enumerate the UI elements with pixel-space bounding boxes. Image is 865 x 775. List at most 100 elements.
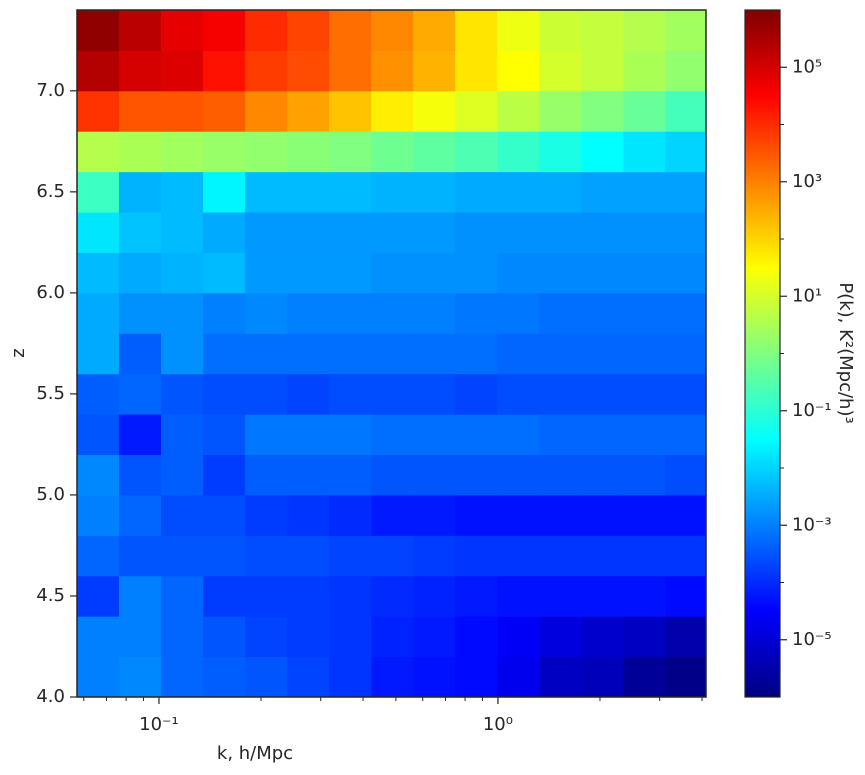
heatmap-cell: [623, 50, 666, 92]
heatmap-cell: [497, 333, 540, 375]
heatmap-cell: [287, 333, 330, 375]
heatmap-cell: [413, 575, 456, 617]
y-tick-label: 4.0: [36, 686, 65, 707]
heatmap-cell: [455, 414, 498, 456]
heatmap-cell: [413, 494, 456, 536]
y-tick-label: 6.5: [36, 181, 65, 202]
heatmap-cell: [665, 373, 707, 415]
heatmap-cell: [581, 252, 624, 294]
heatmap-cell: [245, 171, 288, 213]
heatmap-cell: [371, 535, 414, 577]
heatmap-cell: [497, 575, 540, 617]
heatmap-cell: [77, 454, 120, 496]
heatmap-cell: [203, 10, 246, 51]
heatmap-cell: [329, 252, 372, 294]
heatmap-cell: [413, 131, 456, 173]
heatmap-cell: [413, 414, 456, 456]
heatmap-cell: [665, 131, 707, 173]
heatmap-cell: [203, 171, 246, 213]
heatmap-cell: [581, 50, 624, 92]
heatmap-cell: [497, 656, 540, 698]
heatmap-cell: [581, 90, 624, 132]
heatmap-cell: [665, 252, 707, 294]
heatmap-cell: [203, 535, 246, 577]
heatmap-cell: [665, 656, 707, 698]
heatmap-cell: [203, 656, 246, 698]
heatmap-cell: [287, 575, 330, 617]
heatmap-cell: [118, 252, 162, 294]
heatmap-cell: [77, 131, 120, 173]
heatmap-cell: [245, 535, 288, 577]
heatmap-cell: [455, 494, 498, 536]
heatmap-cell: [118, 656, 162, 698]
heatmap-cell: [118, 50, 162, 92]
heatmap-cell: [245, 292, 288, 334]
heatmap-cell: [497, 373, 540, 415]
heatmap-cell: [539, 292, 582, 334]
heatmap-cell: [161, 575, 204, 617]
heatmap-cell: [245, 575, 288, 617]
heatmap-cell: [77, 212, 120, 253]
heatmap-cell: [161, 333, 204, 375]
x-axis-label: k, h/Mpc: [217, 743, 293, 764]
heatmap-cell: [245, 50, 288, 92]
heatmap-cell: [539, 373, 582, 415]
heatmap-cell: [329, 616, 372, 658]
heatmap-cell: [455, 333, 498, 375]
heatmap-cell: [623, 656, 666, 698]
heatmap-cell: [245, 373, 288, 415]
y-tick-label: 4.5: [36, 585, 65, 606]
heatmap-cell: [455, 292, 498, 334]
heatmap-cell: [118, 535, 162, 577]
heatmap-cell: [118, 616, 162, 658]
heatmap-cell: [455, 616, 498, 658]
heatmap-cell: [665, 333, 707, 375]
heatmap-cell: [581, 414, 624, 456]
heatmap-cell: [497, 90, 540, 132]
heatmap-cell: [203, 212, 246, 253]
heatmap-cell: [665, 414, 707, 456]
colorbar: [744, 9, 781, 698]
heatmap-cell: [497, 171, 540, 213]
heatmap-cell: [413, 90, 456, 132]
heatmap-cell: [329, 535, 372, 577]
x-tick-label: 10⁻¹: [139, 714, 179, 735]
colorbar-tick-label: 10⁵: [792, 56, 822, 77]
heatmap-cell: [161, 50, 204, 92]
colorbar-label: P(k), K²(Mpc/h)³: [835, 282, 856, 423]
heatmap-cell: [287, 10, 330, 51]
heatmap-cell: [413, 656, 456, 698]
heatmap-cell: [665, 90, 707, 132]
heatmap-cell: [161, 212, 204, 253]
heatmap-cell: [77, 50, 120, 92]
heatmap-cell: [287, 535, 330, 577]
colorbar-tick-label: 10¹: [792, 285, 822, 306]
heatmap-cell: [329, 414, 372, 456]
heatmap-cell: [539, 535, 582, 577]
heatmap-cell: [118, 333, 162, 375]
heatmap-cell: [581, 575, 624, 617]
heatmap-cell: [413, 373, 456, 415]
x-tick-label: 10⁰: [483, 714, 513, 735]
heatmap-cell: [371, 454, 414, 496]
heatmap-cell: [623, 494, 666, 536]
heatmap-cell: [623, 414, 666, 456]
heatmap-cell: [413, 292, 456, 334]
heatmap-cell: [161, 252, 204, 294]
heatmap-cell: [581, 10, 624, 51]
heatmap-cell: [413, 50, 456, 92]
heatmap-cell: [539, 90, 582, 132]
heatmap-cell: [581, 212, 624, 253]
heatmap-cell: [245, 252, 288, 294]
heatmap-cell: [245, 10, 288, 51]
heatmap-cell: [455, 373, 498, 415]
heatmap-cell: [455, 252, 498, 294]
heatmap-cell: [329, 90, 372, 132]
heatmap-cell: [203, 494, 246, 536]
heatmap-cell: [161, 90, 204, 132]
heatmap-cell: [245, 454, 288, 496]
heatmap-cell: [161, 414, 204, 456]
heatmap-cell: [413, 616, 456, 658]
heatmap-cell: [77, 252, 120, 294]
